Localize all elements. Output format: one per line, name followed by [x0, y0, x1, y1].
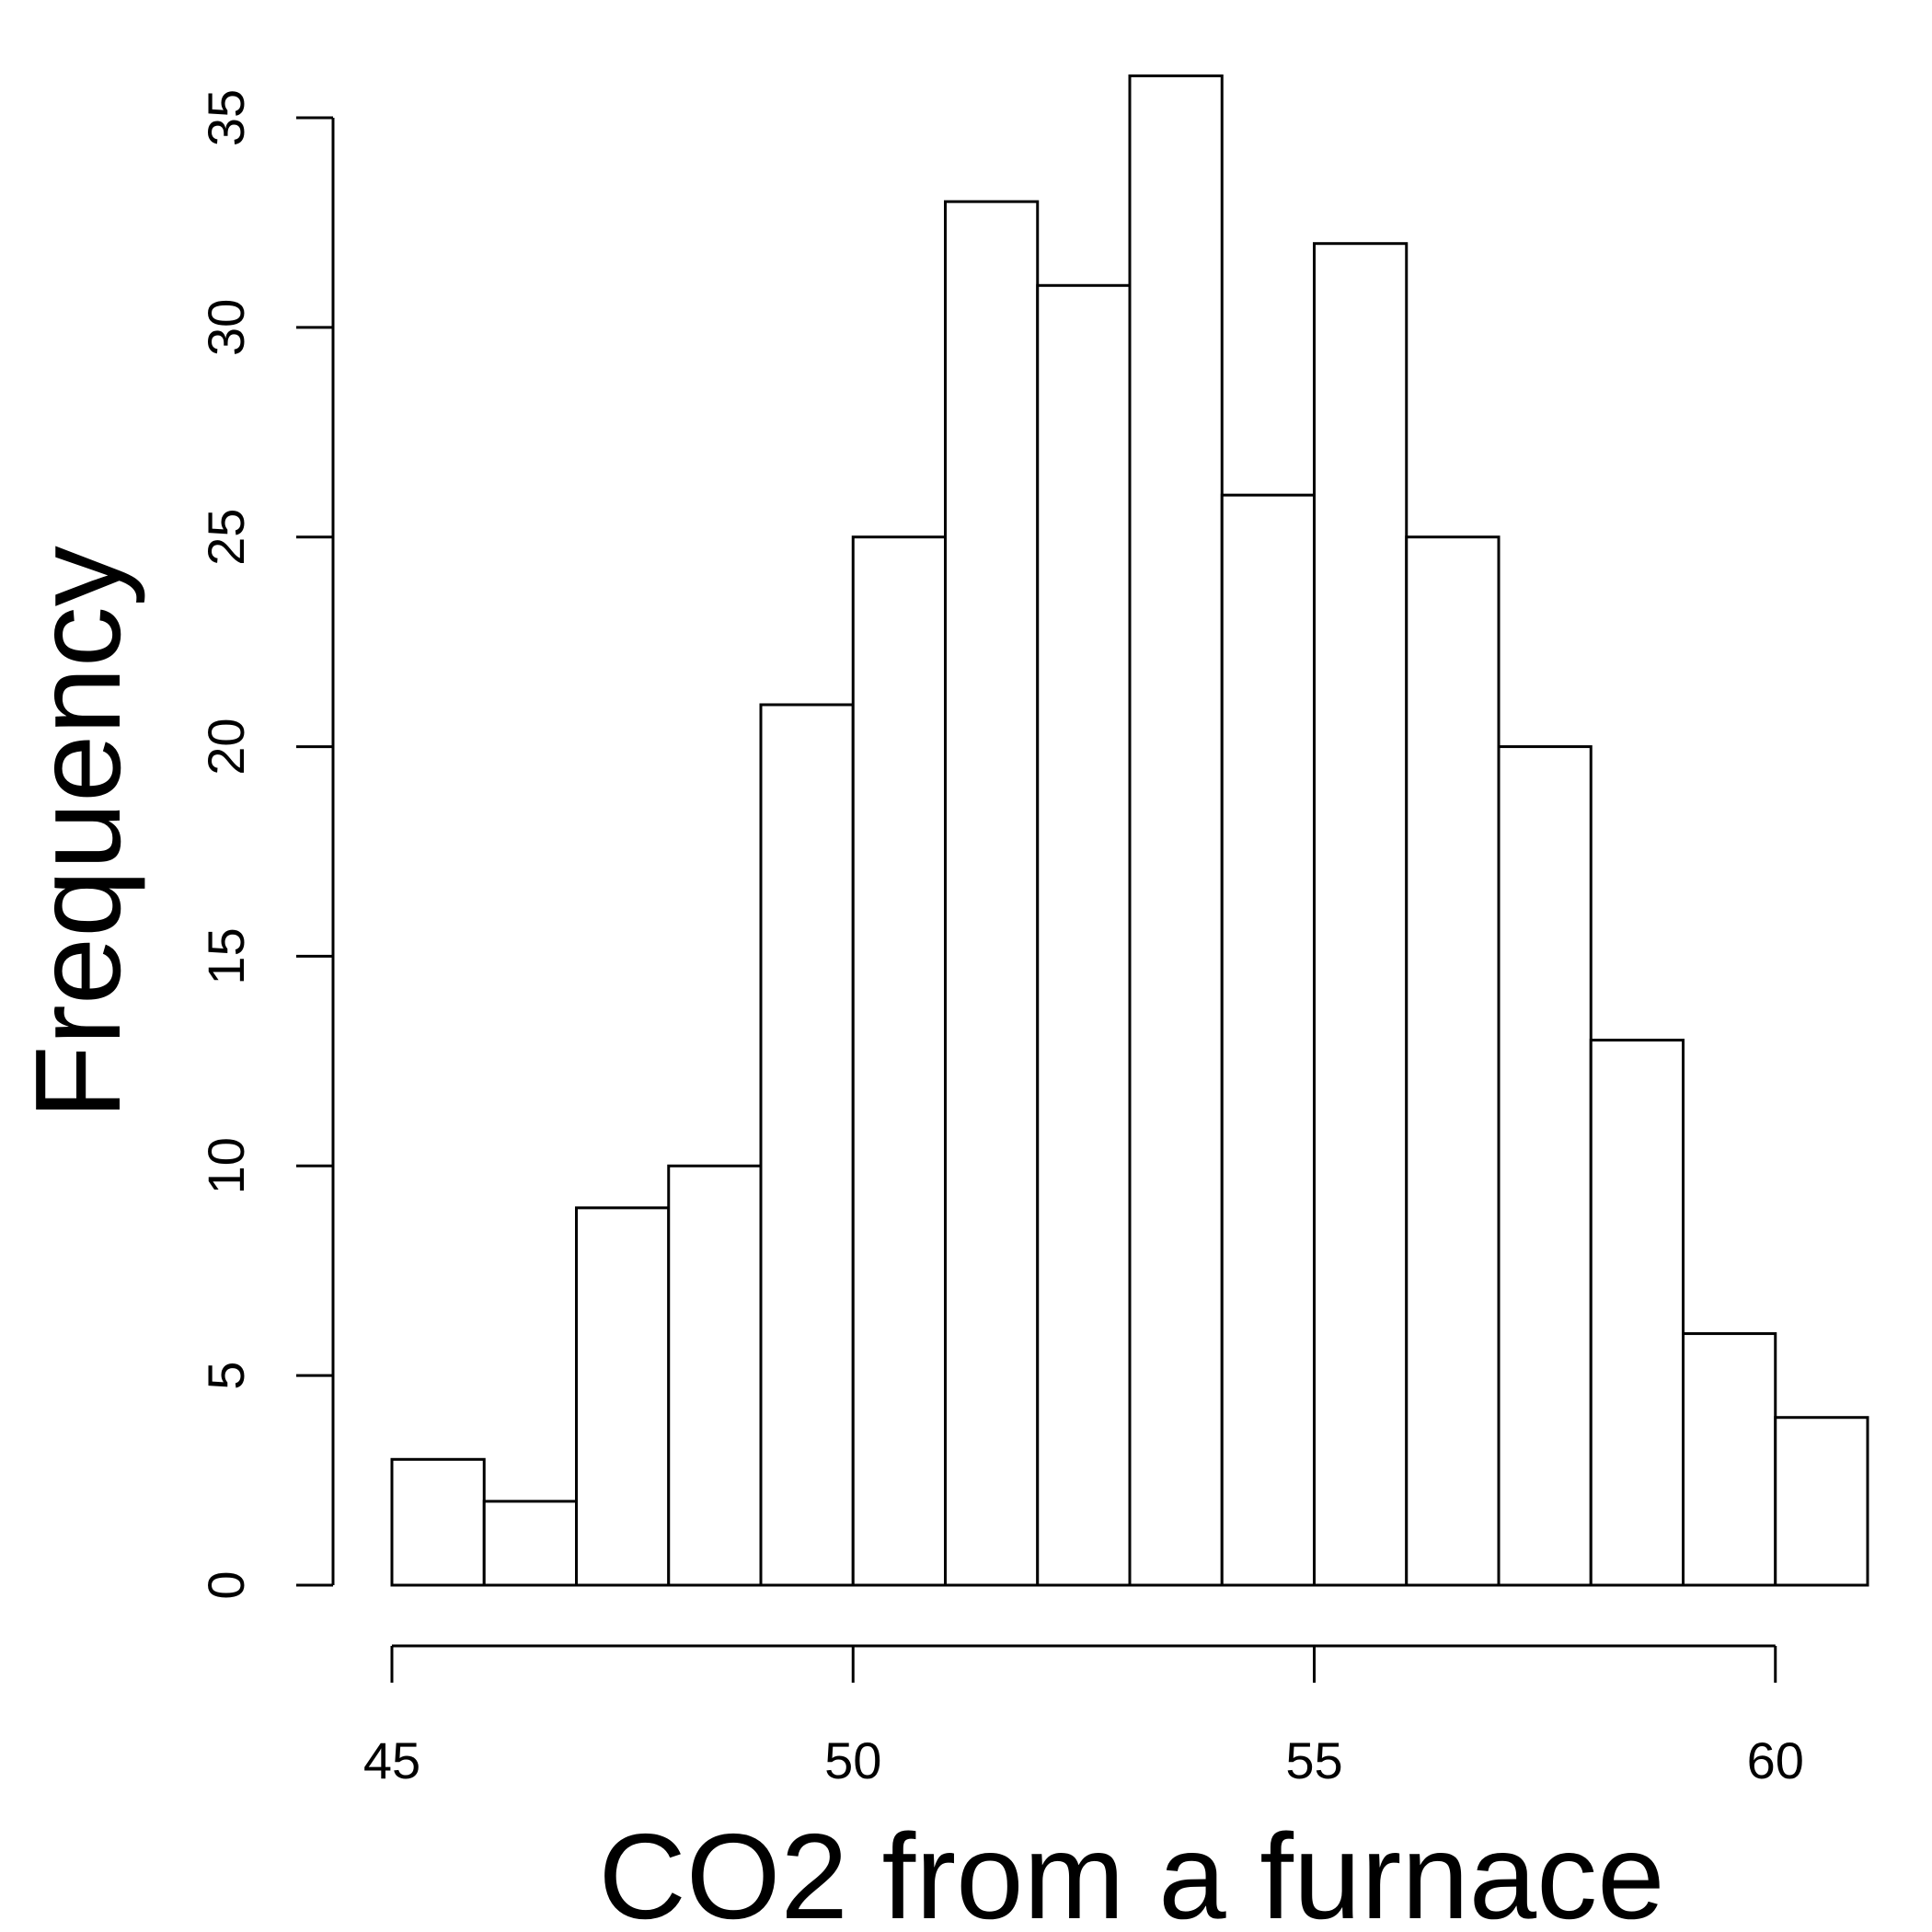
histogram-bar	[482, 1500, 578, 1587]
x-axis: 45 50 55 60	[363, 1644, 1804, 1789]
y-tick-label: 0	[197, 1570, 255, 1599]
histogram-bar	[575, 1206, 671, 1587]
y-tick-label: 15	[197, 927, 255, 984]
y-tick-label: 35	[197, 89, 255, 146]
histogram-bar	[1682, 1332, 1777, 1587]
y-tick-label: 5	[197, 1362, 255, 1390]
bars	[390, 74, 1869, 1587]
y-tick-label: 30	[197, 299, 255, 356]
histogram-bar	[944, 200, 1040, 1587]
x-axis-title: CO2 from a furnace	[598, 1809, 1664, 1932]
histogram-bar	[759, 703, 855, 1587]
y-axis-title: Frequency	[10, 546, 145, 1120]
histogram-bar	[1774, 1416, 1869, 1587]
x-tick-label: 45	[363, 1731, 420, 1789]
y-axis: 0 5 10 15 20 25 30 35	[197, 89, 335, 1600]
histogram-bar	[1313, 242, 1409, 1587]
histogram-bar	[1405, 535, 1501, 1587]
histogram-bar	[851, 535, 947, 1587]
y-tick-label: 10	[197, 1137, 255, 1194]
x-tick-label: 55	[1285, 1731, 1342, 1789]
histogram-bar	[1036, 283, 1132, 1587]
histogram-bar	[1589, 1039, 1685, 1587]
histogram-bar	[1128, 74, 1224, 1587]
y-tick-label: 20	[197, 718, 255, 775]
histogram-bar	[390, 1457, 486, 1587]
histogram-bar	[667, 1164, 763, 1587]
x-tick-label: 60	[1747, 1731, 1804, 1789]
y-tick-label: 25	[197, 509, 255, 566]
x-tick-label: 50	[824, 1731, 881, 1789]
histogram-bar	[1220, 493, 1316, 1587]
histogram-bar	[1497, 745, 1593, 1587]
